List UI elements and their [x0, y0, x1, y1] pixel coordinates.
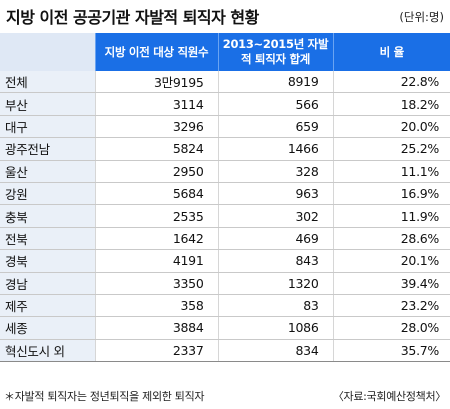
footer: ＊자발적 퇴직자는 정년퇴직을 제외한 퇴직자 〈자료:국회예산정책처〉: [0, 384, 450, 406]
retiree-total-value: 1466: [217, 137, 333, 161]
header-ratio: 비 율: [332, 33, 450, 71]
table-header-row: 지방 이전 대상 직원수 2013~2015년 자발적 퇴직자 합계 비 율: [0, 33, 450, 71]
table-row: 제주 358 83 23.2%: [0, 294, 450, 318]
staff-count-value: 3296: [94, 115, 218, 139]
staff-count-value: 3114: [94, 92, 218, 116]
retiree-total-value: 834: [217, 339, 333, 363]
table-header: 지방 이전 대상 직원수 2013~2015년 자발적 퇴직자 합계 비 율: [0, 33, 450, 71]
region-label: 경남: [0, 272, 95, 295]
table-row: 울산 2950 328 11.1%: [0, 160, 450, 183]
table-row: 부산 3114 566 18.2%: [0, 92, 450, 116]
table-body: 전체 3만9195 8919 22.8% 부산 3114 566 18.2% 대구 3296 659…: [0, 71, 450, 363]
region-label: 울산: [0, 160, 95, 183]
retiree-total-value: 963: [217, 182, 333, 206]
ratio-value: 20.0%: [332, 115, 450, 139]
ratio-value: 23.2%: [332, 294, 450, 318]
header-retiree-total: 2013~2015년 자발적 퇴직자 합계: [217, 33, 333, 71]
region-label: 혁신도시 외: [0, 339, 95, 363]
retiree-total-value: 83: [217, 294, 333, 318]
title-row: 지방 이전 공공기관 자발적 퇴직자 현황 (단위:명): [6, 4, 444, 30]
region-label: 제주: [0, 294, 95, 318]
table-row: 광주전남 5824 1466 25.2%: [0, 137, 450, 161]
staff-count-value: 2535: [94, 204, 218, 228]
header-staff-count: 지방 이전 대상 직원수: [94, 33, 218, 71]
ratio-value: 11.1%: [332, 160, 450, 183]
region-label: 전체: [0, 71, 95, 94]
footnote: ＊자발적 퇴직자는 정년퇴직을 제외한 퇴직자: [4, 390, 205, 403]
retiree-total-value: 8919: [217, 71, 333, 94]
region-label: 전북: [0, 227, 95, 251]
retiree-total-value: 328: [217, 160, 333, 183]
staff-count-value: 5684: [94, 182, 218, 206]
ratio-value: 35.7%: [332, 339, 450, 363]
ratio-value: 16.9%: [332, 182, 450, 206]
retiree-total-value: 659: [217, 115, 333, 139]
region-label: 광주전남: [0, 137, 95, 161]
retirement-stats-table: 지방 이전 대상 직원수 2013~2015년 자발적 퇴직자 합계 비 율 전…: [0, 33, 450, 363]
region-label: 강원: [0, 182, 95, 206]
region-label: 충북: [0, 204, 95, 228]
staff-count-value: 4191: [94, 249, 218, 273]
region-label: 부산: [0, 92, 95, 116]
table-row: 경북 4191 843 20.1%: [0, 249, 450, 273]
ratio-value: 22.8%: [332, 71, 450, 94]
ratio-value: 28.6%: [332, 227, 450, 251]
retiree-total-value: 302: [217, 204, 333, 228]
table-row: 충북 2535 302 11.9%: [0, 204, 450, 228]
staff-count-value: 3350: [94, 272, 218, 295]
region-label: 경북: [0, 249, 95, 273]
staff-count-value: 2337: [94, 339, 218, 363]
retiree-total-value: 566: [217, 92, 333, 116]
table-row: 전북 1642 469 28.6%: [0, 227, 450, 251]
retiree-total-value: 843: [217, 249, 333, 273]
table-row: 대구 3296 659 20.0%: [0, 115, 450, 139]
header-corner-cell: [0, 33, 95, 71]
table-row: 세종 3884 1086 28.0%: [0, 316, 450, 340]
ratio-value: 20.1%: [332, 249, 450, 273]
ratio-value: 25.2%: [332, 137, 450, 161]
unit-label: (단위:명): [399, 10, 444, 24]
retiree-total-value: 469: [217, 227, 333, 251]
staff-count-value: 358: [94, 294, 218, 318]
staff-count-value: 2950: [94, 160, 218, 183]
region-label: 세종: [0, 316, 95, 340]
source-credit: 〈자료:국회예산정책처〉: [332, 390, 446, 403]
page-title: 지방 이전 공공기관 자발적 퇴직자 현황: [6, 8, 259, 27]
staff-count-value: 5824: [94, 137, 218, 161]
table-row: 혁신도시 외 2337 834 35.7%: [0, 339, 450, 363]
ratio-value: 39.4%: [332, 272, 450, 295]
region-label: 대구: [0, 115, 95, 139]
staff-count-value: 3만9195: [94, 71, 218, 94]
staff-count-value: 3884: [94, 316, 218, 340]
retiree-total-value: 1086: [217, 316, 333, 340]
retiree-total-value: 1320: [217, 272, 333, 295]
staff-count-value: 1642: [94, 227, 218, 251]
table-row: 경남 3350 1320 39.4%: [0, 272, 450, 295]
ratio-value: 28.0%: [332, 316, 450, 340]
table-row: 전체 3만9195 8919 22.8%: [0, 71, 450, 94]
table-row: 강원 5684 963 16.9%: [0, 182, 450, 206]
ratio-value: 11.9%: [332, 204, 450, 228]
ratio-value: 18.2%: [332, 92, 450, 116]
